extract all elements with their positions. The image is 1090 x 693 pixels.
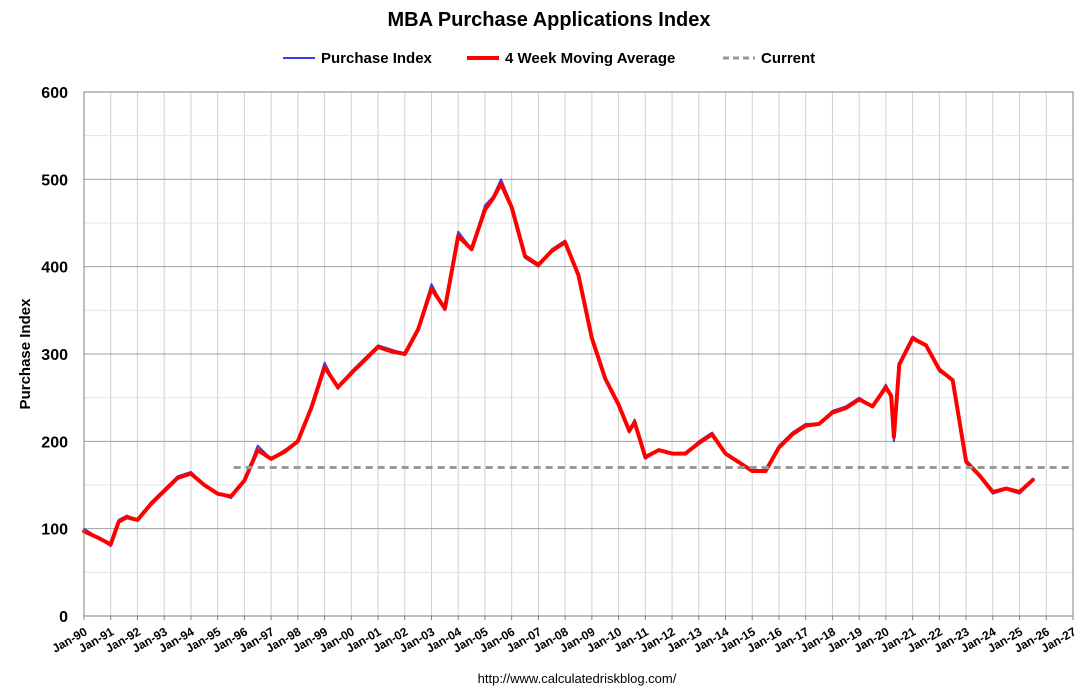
legend: Purchase Index 4 Week Moving Average Cur… (283, 50, 815, 67)
legend-label-purchase-index: Purchase Index (321, 50, 433, 67)
grid (83, 91, 1074, 617)
series-line-moving-average (82, 181, 1035, 547)
plot-area-border (83, 91, 1074, 617)
y-tick-label: 600 (41, 85, 68, 102)
y-axis-label: Purchase Index (17, 298, 34, 410)
y-tick-label: 500 (41, 172, 68, 189)
y-tick-label: 100 (41, 522, 68, 539)
chart-title: MBA Purchase Applications Index (387, 9, 710, 31)
series-layer (82, 178, 1035, 548)
y-tick-label: 400 (41, 260, 68, 277)
y-axis-ticks: 0 100 200 300 400 500 600 (41, 85, 68, 626)
legend-label-current: Current (761, 50, 815, 67)
x-axis-ticks: Jan-90Jan-91Jan-92Jan-93Jan-94Jan-95Jan-… (50, 616, 1079, 656)
source-credit: http://www.calculatedriskblog.com/ (478, 671, 677, 686)
y-tick-label: 200 (41, 434, 68, 451)
y-tick-label: 0 (59, 609, 68, 626)
y-tick-label: 300 (41, 347, 68, 364)
series-line-purchase-index (83, 178, 1034, 548)
legend-label-moving-average: 4 Week Moving Average (505, 50, 675, 67)
